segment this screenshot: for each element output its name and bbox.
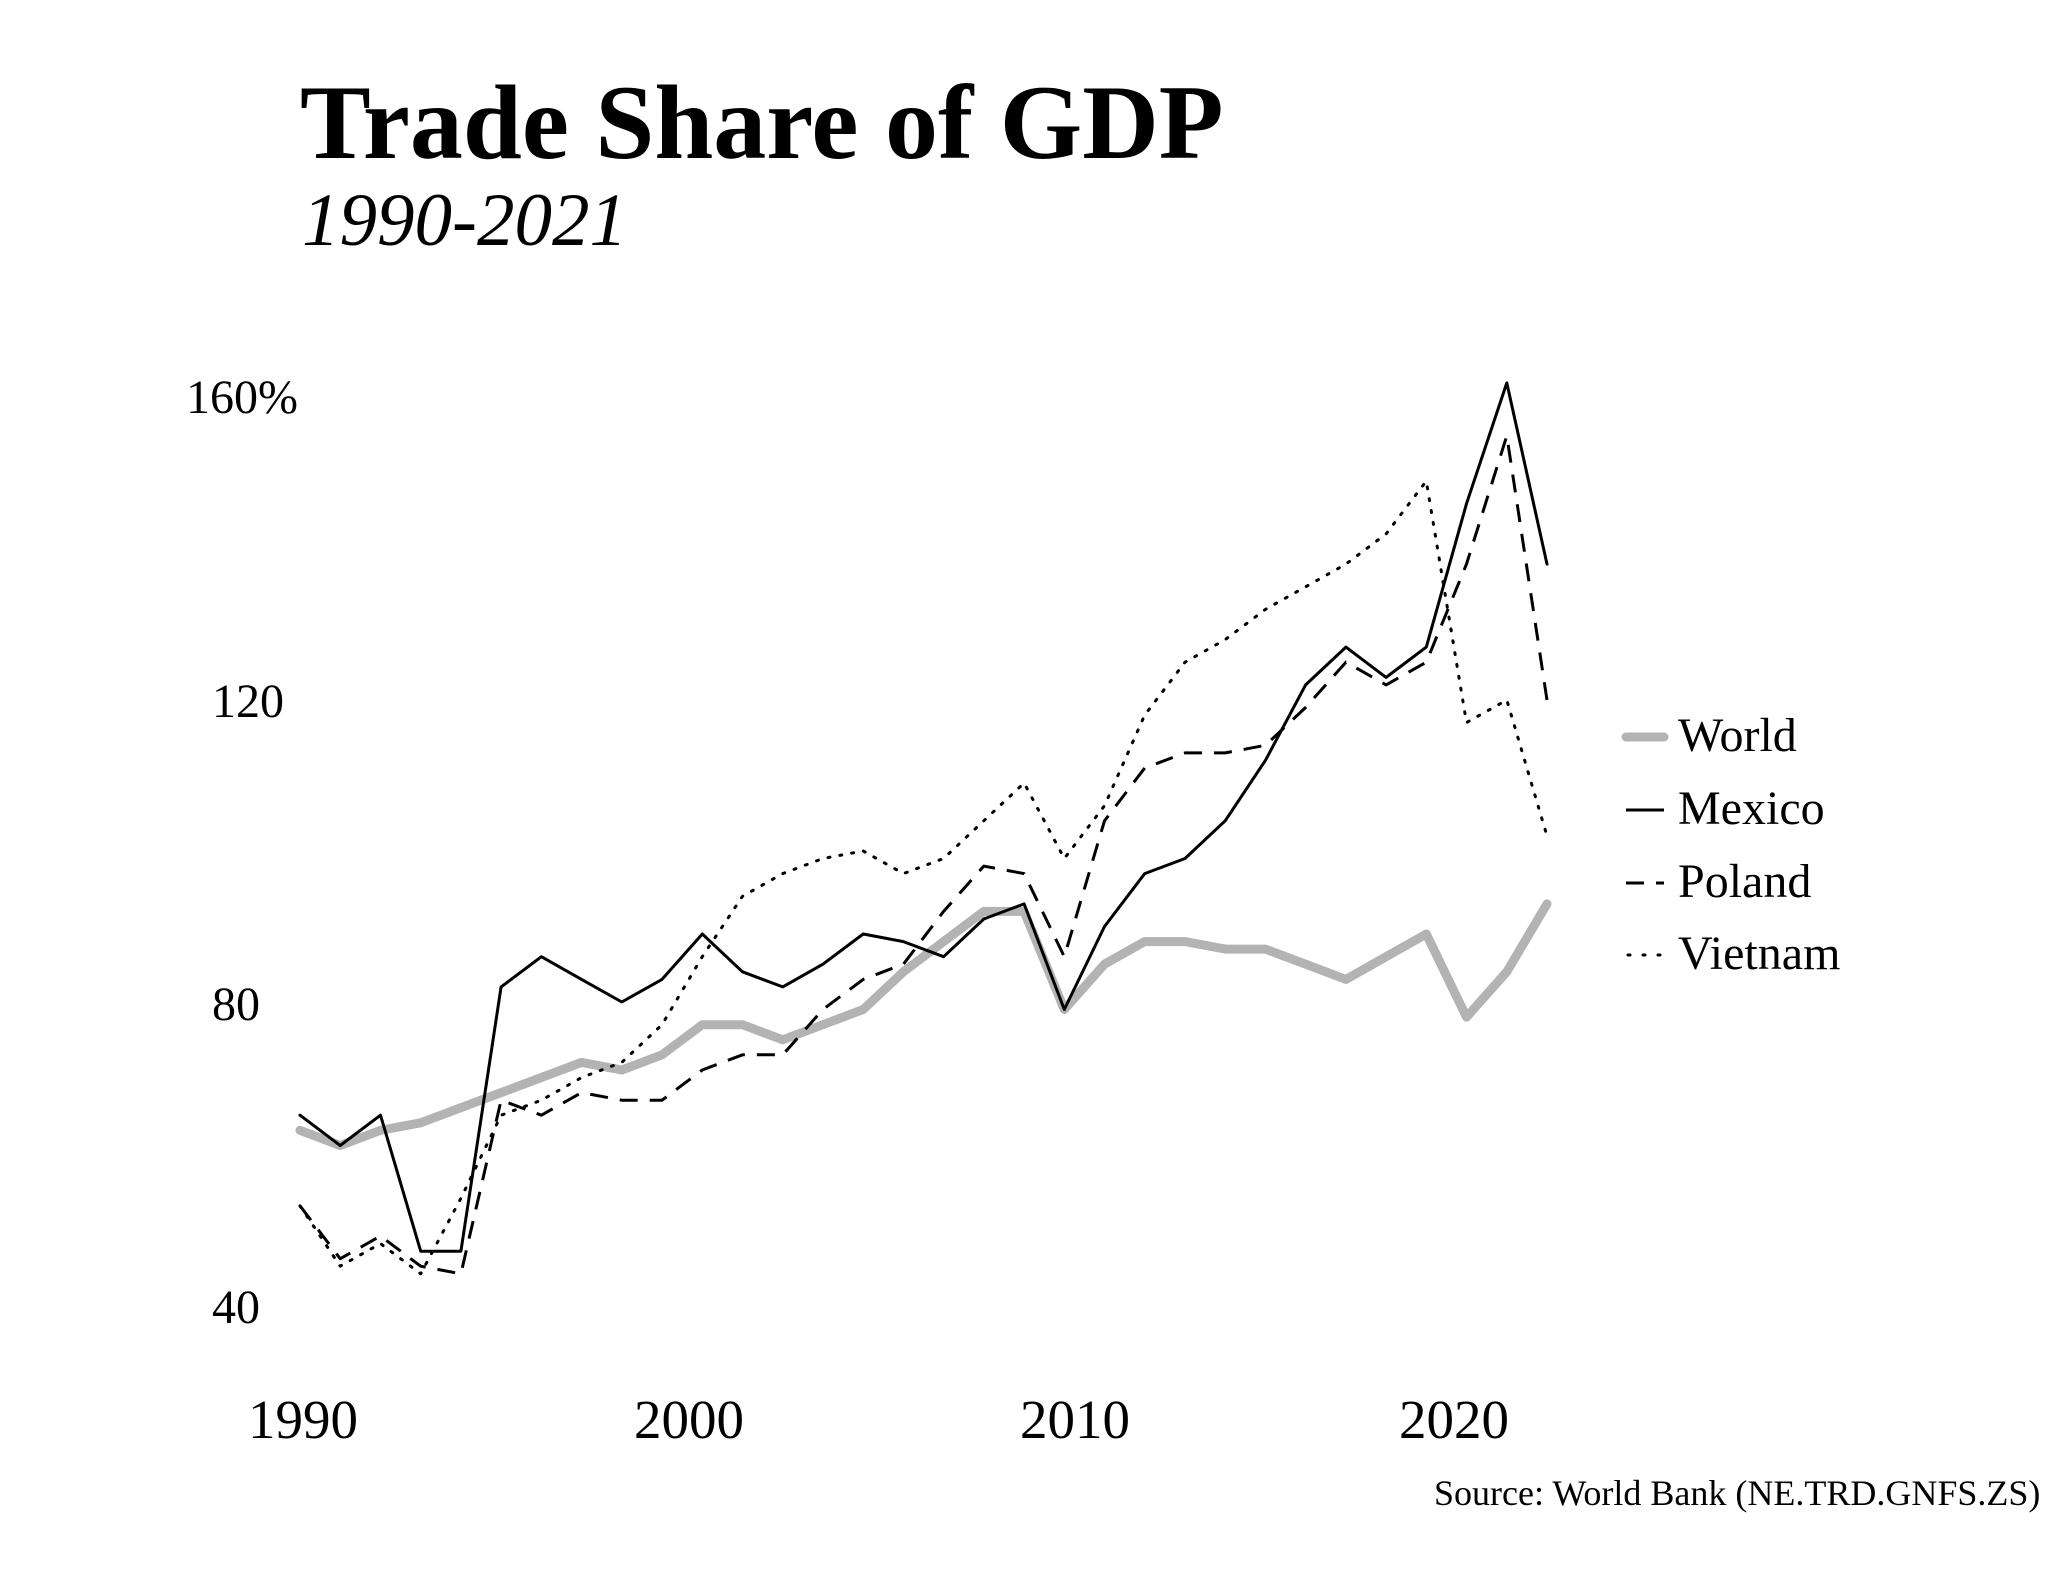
svg-text:2010: 2010 (1020, 1389, 1130, 1450)
svg-text:Mexico: Mexico (1678, 782, 1825, 835)
svg-text:2020: 2020 (1399, 1389, 1509, 1450)
svg-text:40: 40 (212, 1281, 260, 1334)
svg-text:Vietnam: Vietnam (1678, 927, 1840, 980)
svg-text:160%: 160% (186, 371, 298, 424)
svg-text:2000: 2000 (634, 1389, 744, 1450)
svg-text:1990: 1990 (248, 1389, 358, 1450)
svg-text:80: 80 (212, 978, 260, 1031)
svg-text:World: World (1678, 709, 1797, 762)
svg-text:120: 120 (212, 675, 284, 728)
svg-text:Poland: Poland (1678, 855, 1811, 908)
